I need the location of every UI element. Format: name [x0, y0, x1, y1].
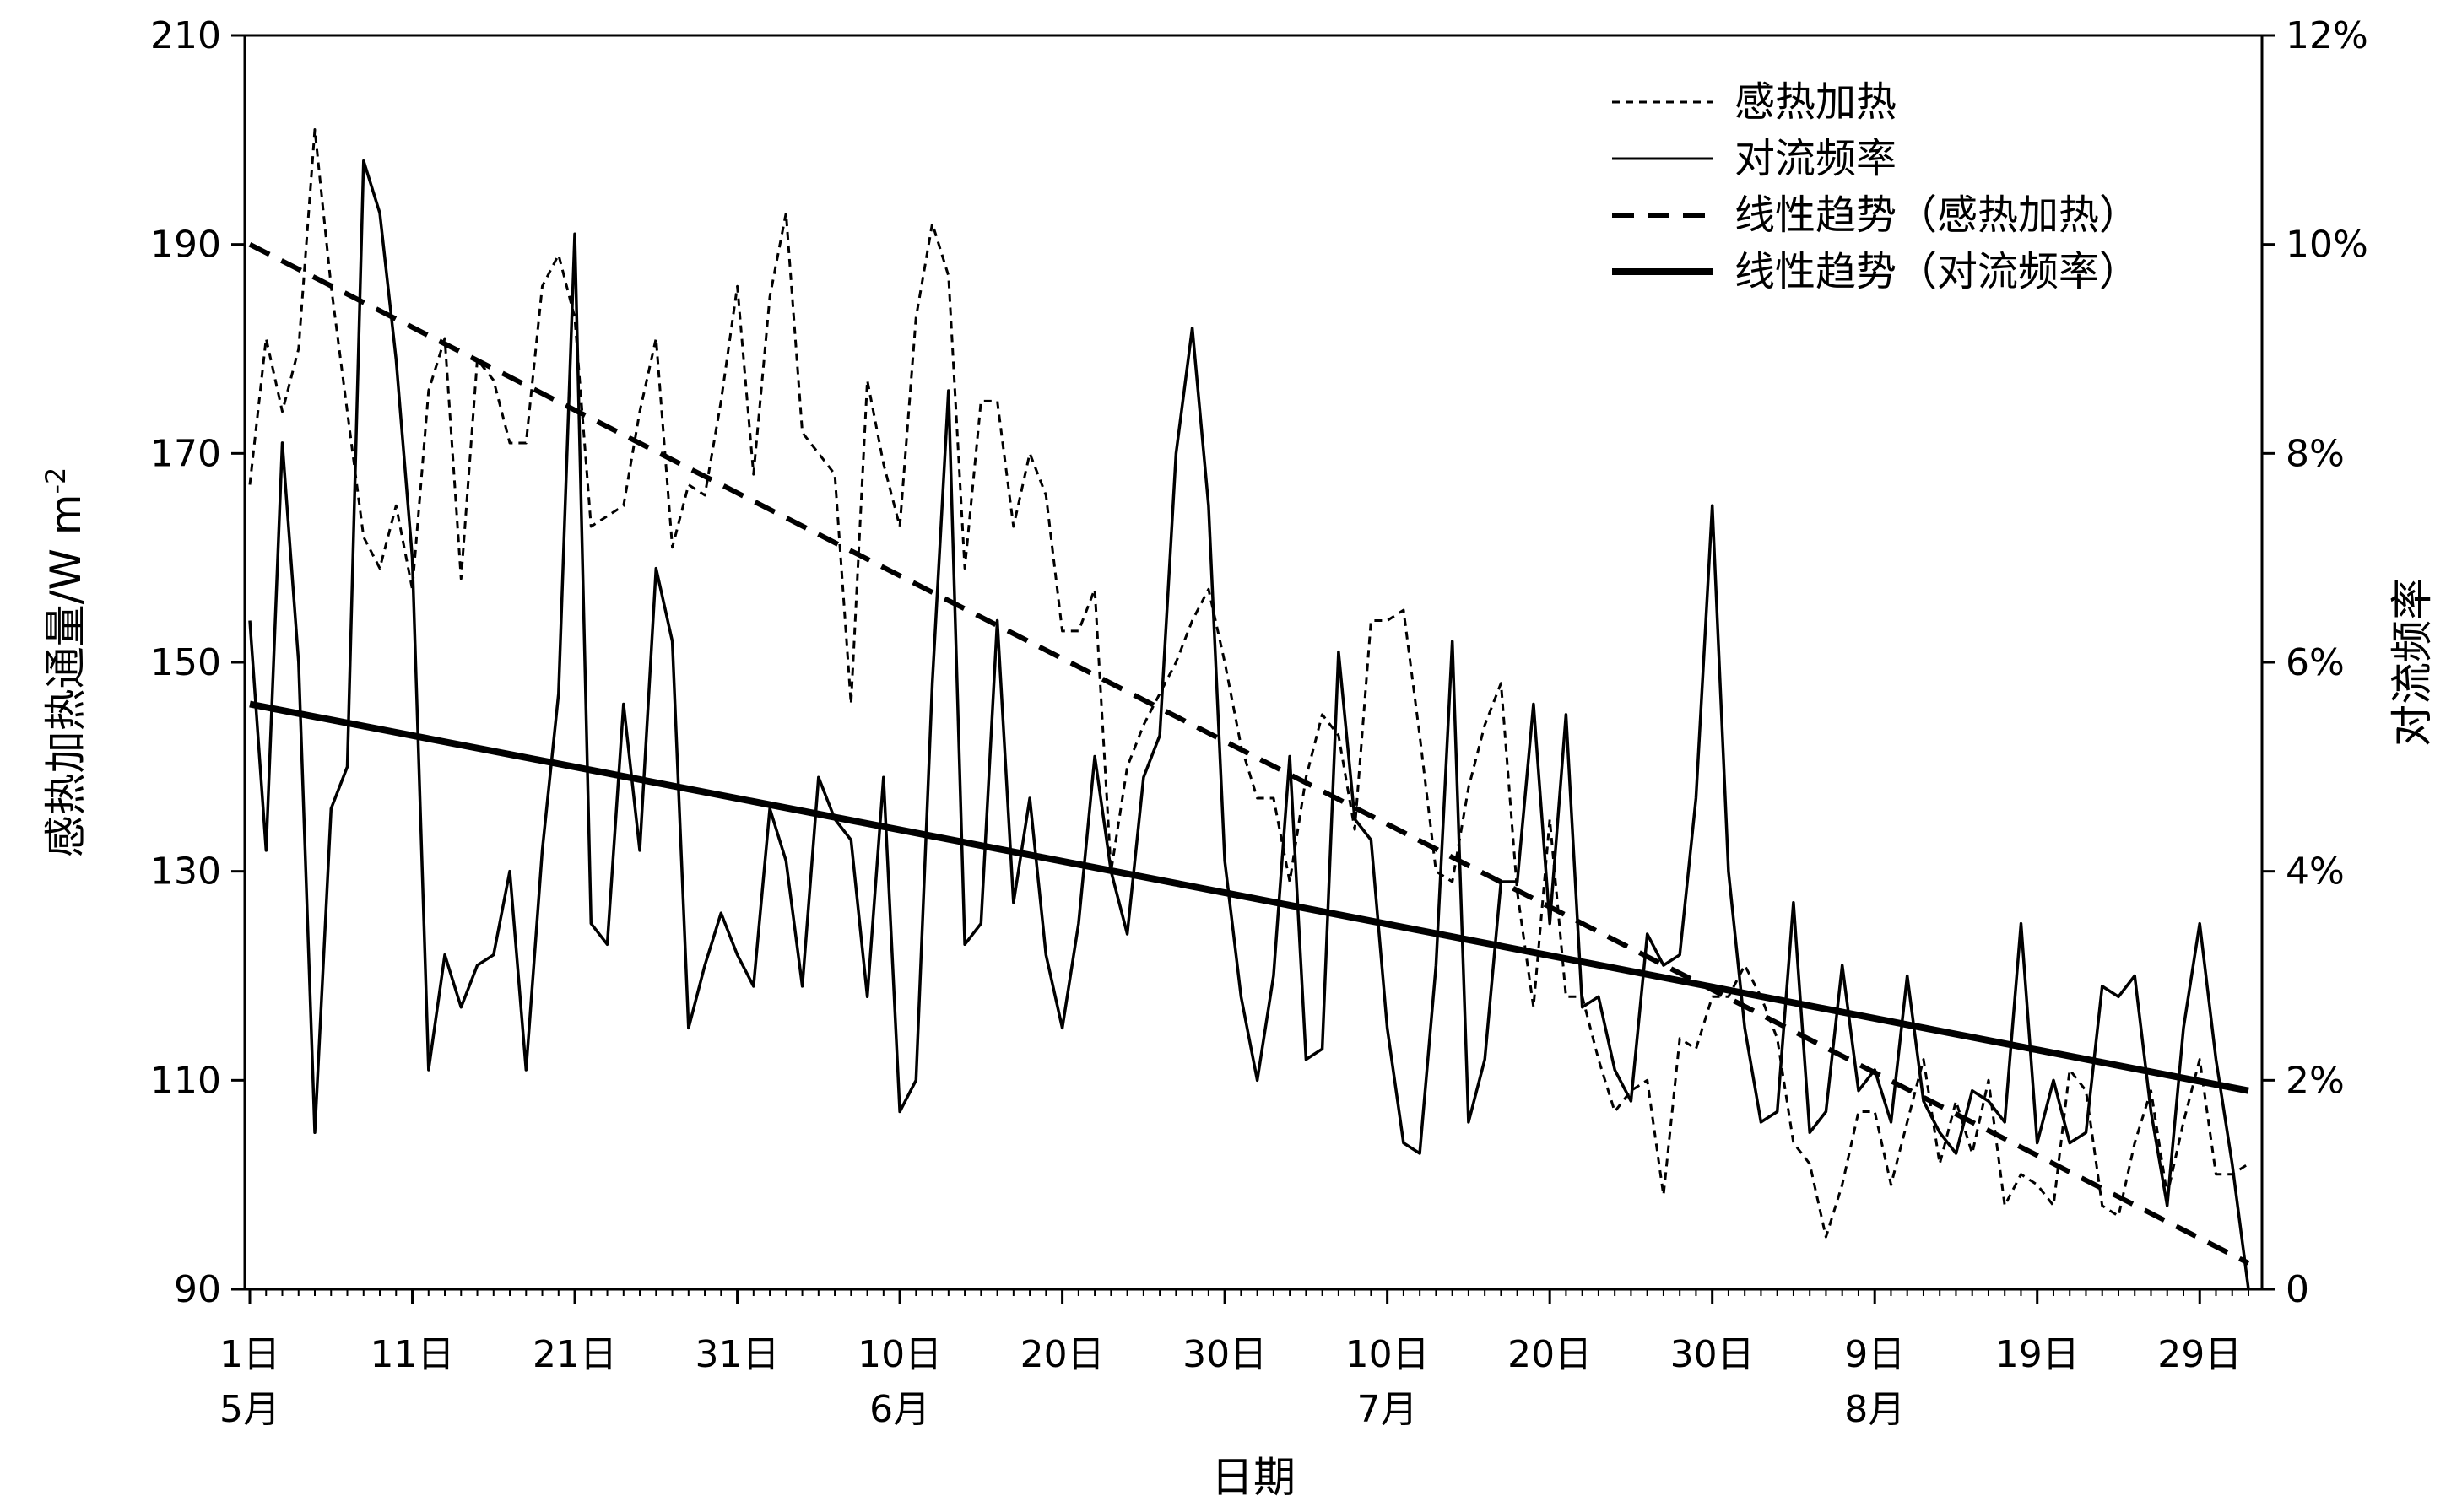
- x-tick-label: 10日: [1345, 1333, 1430, 1376]
- series-line-sensible: [248, 128, 2249, 1239]
- x-axis-title: 日期: [1211, 1453, 1296, 1502]
- y-tick-label: 130: [150, 850, 221, 894]
- series-line-convection: [248, 159, 2250, 1290]
- series-layer: [248, 128, 2250, 1290]
- x-tick-label: 9日: [1844, 1333, 1905, 1376]
- y2-axis-title: 对流频率: [2388, 578, 2437, 747]
- x-axis: 1日 5月 11日 21日 31日 10日 6月 20日 30日 10日 7月 20日 30日 9日 8月 1…: [219, 1289, 2249, 1431]
- x-month-label: 5月: [219, 1388, 280, 1431]
- legend-label-sensible-trend: 线性趋势（感热加热）: [1734, 192, 2140, 239]
- y-tick-label: 210: [150, 14, 221, 57]
- x-month-label: 6月: [869, 1388, 930, 1431]
- y2-tick-label: 10%: [2286, 224, 2368, 267]
- x-month-label: 8月: [1844, 1388, 1905, 1431]
- y-tick-label: 150: [150, 641, 221, 684]
- y-axis-title: 感热加热通量/W m-2: [40, 467, 90, 858]
- trend-line-sensible: [248, 242, 2250, 1266]
- legend-label-sensible: 感热加热: [1734, 78, 1897, 126]
- legend-label-convection: 对流频率: [1734, 135, 1897, 182]
- x-tick-label: 20日: [1020, 1333, 1105, 1376]
- x-tick-label: 30日: [1182, 1333, 1267, 1376]
- legend-label-convection-trend: 线性趋势（对流频率）: [1734, 248, 2140, 295]
- y-tick-label: 110: [150, 1059, 221, 1102]
- trend-line-convection: [249, 700, 2249, 1094]
- left-axis: 90 110 130 150 170 190 210: [150, 14, 245, 1311]
- legend: 感热加热 对流频率 线性趋势（感热加热） 线性趋势（对流频率）: [1612, 78, 2140, 295]
- x-tick-label: 31日: [695, 1333, 780, 1376]
- y-axis-title-superscript: -2: [40, 467, 72, 494]
- y-tick-label: 190: [150, 224, 221, 267]
- y2-tick-label: 12%: [2286, 14, 2368, 57]
- y-axis-title-main: 感热加热通量/W m: [41, 494, 90, 858]
- right-axis: 0 2% 4% 6% 8% 10% 12%: [2262, 14, 2368, 1311]
- x-tick-label: 30日: [1670, 1333, 1755, 1376]
- x-tick-label: 11日: [371, 1333, 455, 1376]
- y-tick-label: 90: [174, 1268, 221, 1311]
- y-tick-label: 170: [150, 432, 221, 475]
- x-tick-label: 29日: [2157, 1333, 2242, 1376]
- x-month-label: 7月: [1357, 1388, 1418, 1431]
- x-tick-label: 10日: [858, 1333, 942, 1376]
- x-tick-label: 21日: [533, 1333, 617, 1376]
- y2-tick-label: 0: [2286, 1268, 2309, 1311]
- x-tick-label: 19日: [1995, 1333, 2080, 1376]
- y2-tick-label: 4%: [2286, 850, 2345, 894]
- x-tick-label: 1日: [219, 1333, 280, 1376]
- y2-tick-label: 6%: [2286, 641, 2345, 684]
- y2-tick-label: 8%: [2286, 432, 2345, 475]
- y2-tick-label: 2%: [2286, 1059, 2345, 1102]
- x-tick-label: 20日: [1507, 1333, 1592, 1376]
